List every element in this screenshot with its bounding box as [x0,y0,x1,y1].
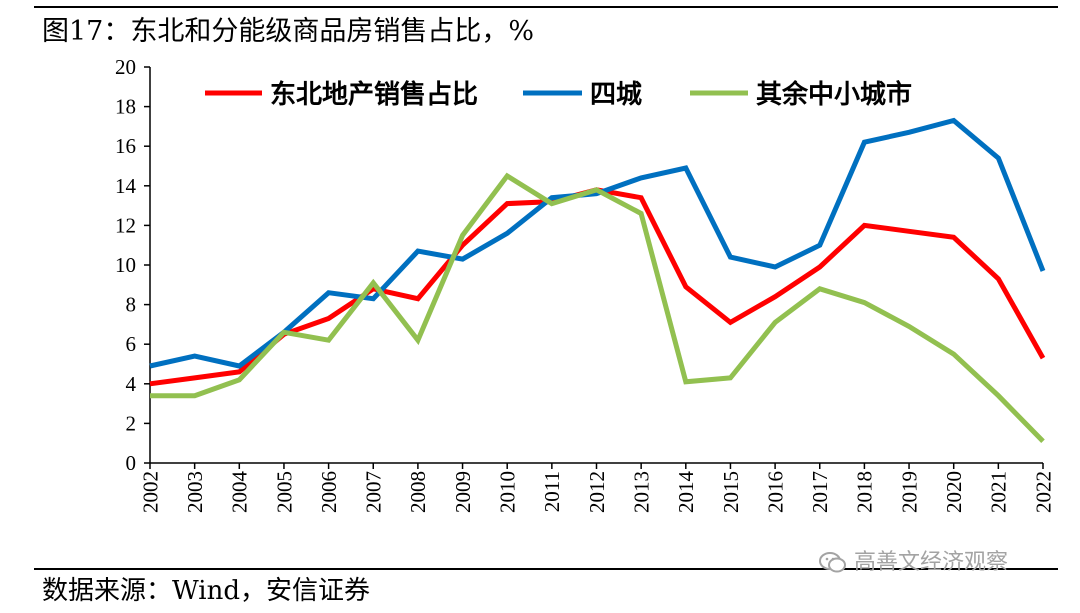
x-tick-label: 2004 [228,471,252,514]
x-tick-label: 2010 [496,471,520,513]
y-tick-label: 20 [115,55,136,79]
watermark-text: 高善文经济观察 [854,550,1009,575]
x-axis-ticks: 2002 2003 2004 2005 2006 2007 2008 2009 2010 2011… [138,463,1055,513]
series-line-other-small-cities [150,172,1045,443]
y-axis-ticks: 0 2 4 6 8 10 12 14 16 18 20 [115,55,150,475]
legend-label-northeast: 东北地产销售占比 [270,79,478,110]
x-tick-label: 2018 [853,471,877,513]
x-tick-label: 2017 [808,471,832,513]
series-lines [149,117,1046,443]
wechat-bubble-icon [819,552,846,573]
y-tick-label: 16 [115,134,136,158]
y-tick-label: 18 [115,95,136,119]
x-tick-label: 2013 [630,471,654,513]
legend-label-four-cities: 四城 [590,80,642,110]
series-line-northeast [149,187,1046,387]
x-tick-label: 2016 [763,471,787,513]
x-tick-label: 2021 [987,471,1011,513]
y-tick-label: 12 [115,213,136,237]
x-tick-label: 2020 [942,471,966,513]
x-tick-label: 2019 [897,471,921,513]
x-tick-label: 2014 [674,471,698,514]
x-tick-label: 2015 [719,471,743,513]
legend-label-other-small-cities: 其余中小城市 [756,79,912,110]
chart-axes [149,67,1043,464]
chart-legend: 东北地产销售占比 四城 其余中小城市 [205,79,912,110]
y-tick-label: 8 [126,293,137,317]
x-tick-label: 2003 [183,471,207,513]
x-tick-label: 2009 [451,471,475,513]
x-tick-label: 2002 [138,471,162,513]
x-tick-label: 2022 [1031,471,1055,513]
x-tick-label: 2005 [272,471,296,513]
x-tick-label: 2008 [406,471,430,513]
x-tick-label: 2012 [585,471,609,513]
watermark: 高善文经济观察 [818,547,1008,579]
top-rule [34,6,1058,8]
figure-title: 图17：东北和分能级商品房销售占比，% [42,16,535,47]
series-line-four-cities [149,117,1046,369]
source-note: 数据来源：Wind，安信证券 [42,576,370,606]
x-tick-label: 2011 [540,471,564,512]
y-tick-label: 0 [126,451,137,475]
y-tick-label: 4 [126,372,137,396]
y-tick-label: 10 [115,253,136,277]
y-tick-label: 14 [115,174,137,198]
y-tick-label: 6 [126,332,137,356]
bottom-rule [34,568,1058,570]
x-tick-label: 2007 [362,471,386,513]
x-tick-label: 2006 [317,471,341,513]
y-tick-label: 2 [126,411,137,435]
